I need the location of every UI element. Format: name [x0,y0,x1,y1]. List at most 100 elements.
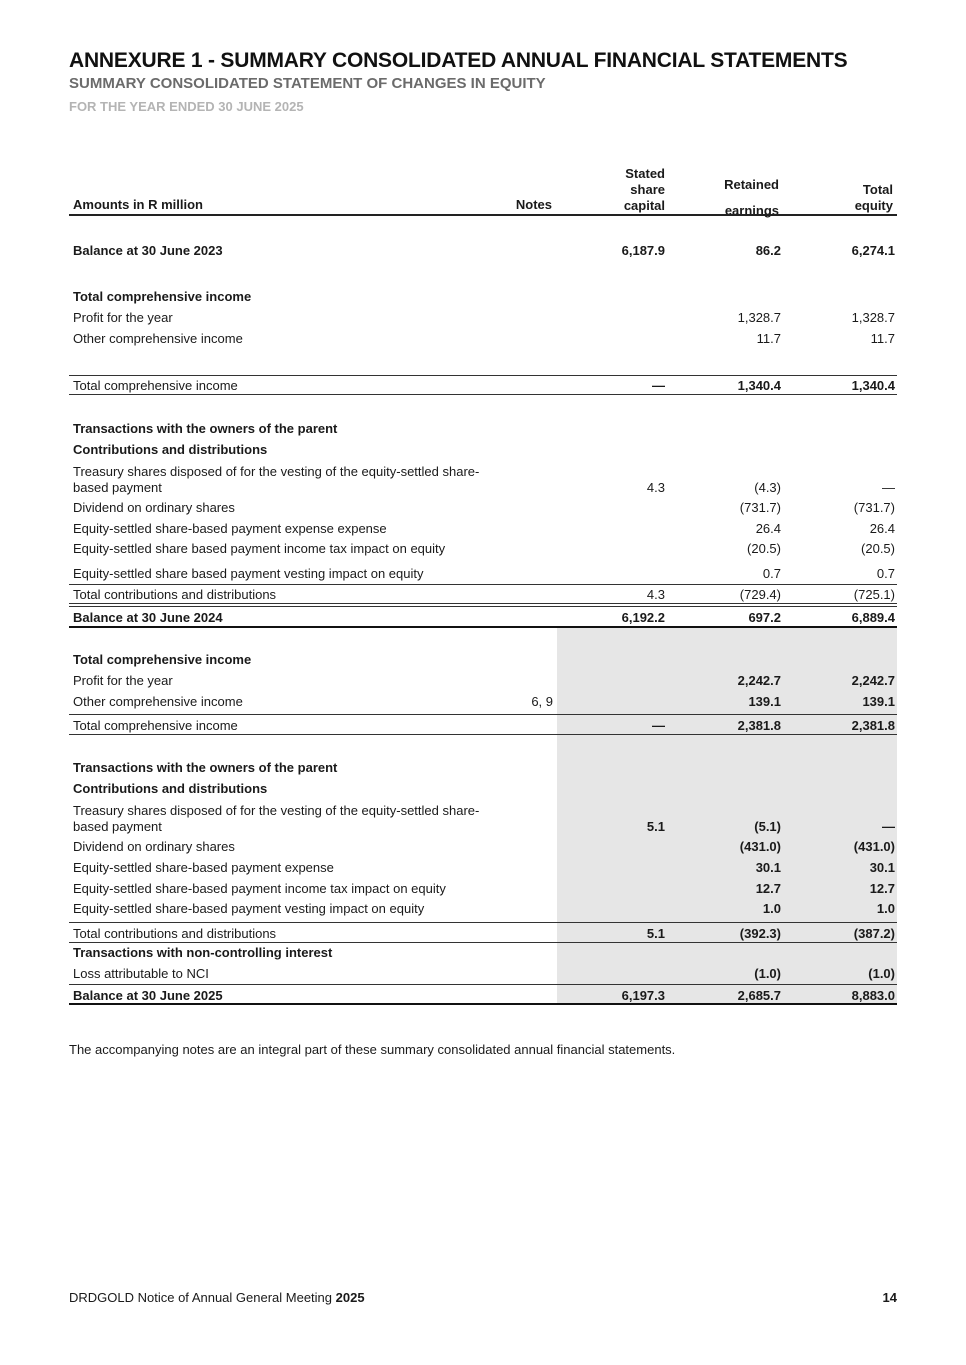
table-row: Total contributions and distributions 5.1… [69,922,897,943]
table-row: Transactions with the owners of the pare… [69,419,897,439]
table-row: Other comprehensive income 11.7 11.7 [69,329,897,349]
row-label: Total contributions and distributions [73,926,277,941]
header-total-equity: Total equity [855,182,893,214]
table-row: Equity-settled share-based payment expen… [69,519,897,539]
stated-capital-value: — [652,718,665,733]
table-row: Total contributions and distributions 4.3… [69,584,897,604]
footer: DRDGOLD Notice of Annual General Meeting… [69,1290,365,1305]
row-label: Transactions with the owners of the pare… [73,760,338,775]
table-row: Total comprehensive income [69,650,897,670]
retained-earnings-value: 26.4 [755,521,781,536]
retained-earnings-value: 1,340.4 [737,378,781,393]
header-line: capital [623,198,665,213]
total-equity-value: 6,274.1 [851,243,895,258]
table-row: Treasury shares disposed of for the vest… [69,801,897,835]
row-label: Treasury shares disposed of for the vest… [73,464,480,495]
total-equity-value: 8,883.0 [851,988,895,1003]
row-label: Equity-settled share based payment vesti… [73,566,424,581]
header-line: share [630,182,665,197]
total-equity-value: (731.7) [853,500,895,515]
retained-earnings-value: (20.5) [747,541,781,556]
table-row: Total comprehensive income — 1,340.4 1,340.… [69,375,897,395]
header-amounts: Amounts in R million [73,197,203,212]
total-equity-value: (20.5) [861,541,895,556]
header-stated-capital: Stated share capital [624,166,665,214]
row-label: Equity-settled share based payment incom… [73,541,446,556]
row-label: Total comprehensive income [73,289,252,304]
table-row: Balance at 30 June 2024 6,192.2 697.2 6,889… [69,606,897,628]
total-equity-value: — [882,480,895,495]
table-row: Contributions and distributions [69,440,897,460]
row-label: Balance at 30 June 2025 [73,988,223,1003]
row-label: Equity-settled share-based payment vesti… [73,901,425,916]
table-row: Equity-settled share based payment incom… [69,539,897,559]
header-notes: Notes [515,197,552,212]
row-label: Balance at 30 June 2024 [73,610,223,625]
page-number: 14 [882,1290,897,1305]
row-label: Contributions and distributions [73,781,268,796]
row-label: Loss attributable to NCI [73,966,209,981]
row-label: Other comprehensive income [73,694,243,709]
retained-earnings-value: 697.2 [748,610,781,625]
header-retained-earnings: Retained earnings [724,172,779,224]
total-equity-value: — [882,819,895,834]
footer-text: DRDGOLD Notice of Annual General Meeting [69,1290,336,1305]
stated-capital-value: 6,197.3 [621,988,665,1003]
header-line: Retained [724,177,779,192]
total-equity-value: (1.0) [868,966,895,981]
retained-earnings-value: 86.2 [755,243,781,258]
retained-earnings-value: 2,685.7 [737,988,781,1003]
retained-earnings-value: 11.7 [756,331,781,346]
total-equity-value: 2,381.8 [851,718,895,733]
total-equity-value: 26.4 [869,521,895,536]
table-row: Contributions and distributions [69,779,897,799]
total-equity-value: 1.0 [876,901,895,916]
table-row: Equity-settled share-based payment incom… [69,879,897,899]
period-label: FOR THE YEAR ENDED 30 JUNE 2025 [69,99,304,114]
retained-earnings-value: (1.0) [754,966,781,981]
row-label: Equity-settled share-based payment expen… [73,521,387,536]
row-label: Other comprehensive income [73,331,243,346]
retained-earnings-value: 0.7 [762,566,781,581]
retained-earnings-value: (729.4) [739,587,781,602]
header-line: earnings [724,203,779,218]
table-row: Total comprehensive income — 2,381.8 2,381.… [69,714,897,735]
table-row: Transactions with non-controlling intere… [69,943,897,963]
header-line: Stated [625,166,665,181]
row-label: Transactions with non-controlling intere… [73,945,333,960]
row-notes: 6, 9 [531,694,553,709]
row-label: Total comprehensive income [73,718,238,733]
total-equity-value: (387.2) [853,926,895,941]
table-row: Balance at 30 June 2023 6,187.9 86.2 6,274.… [69,241,897,261]
stated-capital-value: 4.3 [646,587,665,602]
retained-earnings-value: (392.3) [739,926,781,941]
total-equity-value: 139.1 [862,694,895,709]
row-label: Dividend on ordinary shares [73,500,235,515]
statement-title: SUMMARY CONSOLIDATED STATEMENT OF CHANGE… [69,75,546,92]
retained-earnings-value: (731.7) [739,500,781,515]
stated-capital-value: 5.1 [646,926,665,941]
total-equity-value: (431.0) [853,839,895,854]
header-line: Total [862,182,893,197]
retained-earnings-value: 1.0 [762,901,781,916]
retained-earnings-value: 2,242.7 [737,673,781,688]
total-equity-value: 6,889.4 [851,610,895,625]
retained-earnings-value: 30.1 [755,860,781,875]
table-row: Balance at 30 June 2025 6,197.3 2,685.7 8,8… [69,984,897,1005]
retained-earnings-value: 2,381.8 [737,718,781,733]
footnote: The accompanying notes are an integral p… [69,1042,676,1057]
stated-capital-value: 6,192.2 [621,610,665,625]
table-row: Equity-settled share-based payment expen… [69,858,897,878]
table-row: Profit for the year 1,328.7 1,328.7 [69,308,897,328]
row-label: Equity-settled share-based payment expen… [73,860,334,875]
table-row: Total comprehensive income [69,287,897,307]
table-row: Treasury shares disposed of for the vest… [69,462,897,496]
retained-earnings-value: 12.7 [755,881,781,896]
row-label: Contributions and distributions [73,442,268,457]
retained-earnings-value: 1,328.7 [737,310,781,325]
row-label: Profit for the year [73,310,173,325]
table-row: Transactions with the owners of the pare… [69,758,897,778]
table-row: Other comprehensive income 6, 9 139.1 139.1 [69,692,897,712]
total-equity-value: 12.7 [869,881,895,896]
retained-earnings-value: (4.3) [754,480,781,495]
